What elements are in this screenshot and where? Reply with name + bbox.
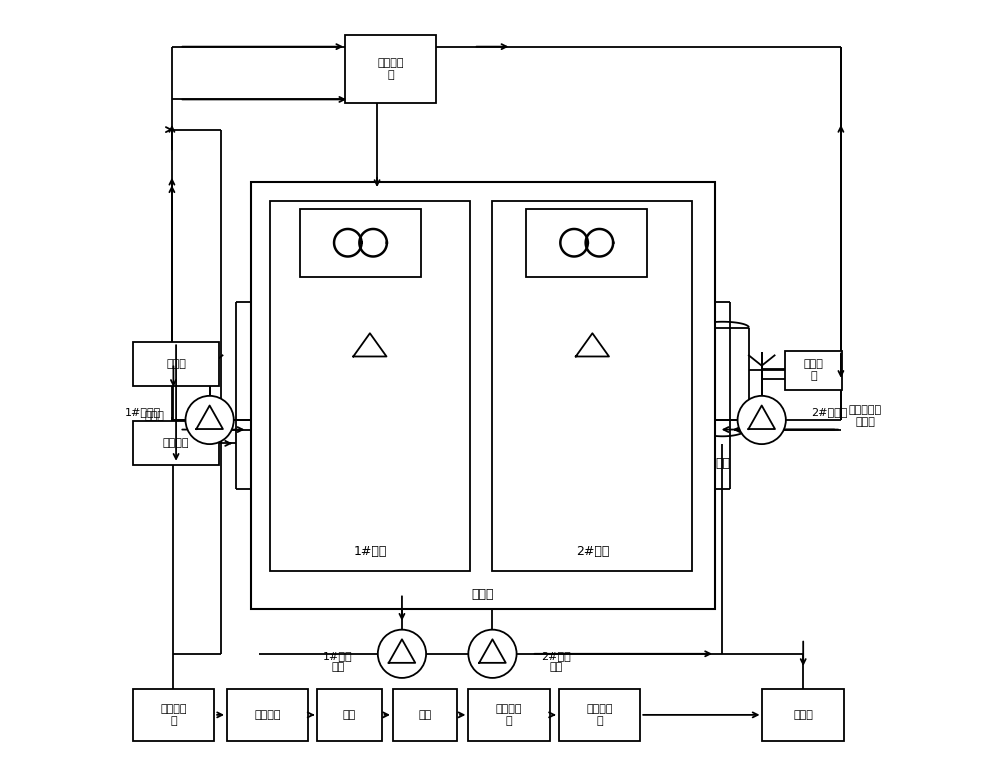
Bar xyxy=(317,689,382,740)
Text: 1#喷淋泵: 1#喷淋泵 xyxy=(124,407,161,417)
Bar xyxy=(133,422,219,466)
Bar xyxy=(468,689,550,740)
Bar xyxy=(251,182,715,609)
Text: 软化水: 软化水 xyxy=(144,411,164,421)
Text: 冷却塔: 冷却塔 xyxy=(472,588,494,602)
Text: 软化装置: 软化装置 xyxy=(254,710,281,720)
Bar xyxy=(270,201,470,571)
Text: 电加热
器: 电加热 器 xyxy=(803,360,823,381)
Bar xyxy=(227,689,308,740)
Text: 2#喷淋泵: 2#喷淋泵 xyxy=(811,407,847,417)
Circle shape xyxy=(738,396,786,444)
Text: 2#盘管: 2#盘管 xyxy=(576,546,609,559)
Text: 2#内循
环泵: 2#内循 环泵 xyxy=(541,650,571,672)
Bar xyxy=(492,201,692,571)
Bar xyxy=(559,689,640,740)
Bar xyxy=(393,689,457,740)
Text: 机械过滤
器: 机械过滤 器 xyxy=(586,704,613,726)
Bar xyxy=(300,209,421,276)
Bar xyxy=(345,36,436,103)
Text: 内循环回
路: 内循环回 路 xyxy=(377,58,404,80)
Bar xyxy=(133,342,219,386)
Bar xyxy=(785,350,842,390)
Text: 水箱: 水箱 xyxy=(715,457,730,470)
Text: 碳滤: 碳滤 xyxy=(343,710,356,720)
Text: 水力清装
置: 水力清装 置 xyxy=(496,704,522,726)
Text: 砂滤: 砂滤 xyxy=(418,710,432,720)
Text: 1#盘管: 1#盘管 xyxy=(353,546,387,559)
Bar xyxy=(762,689,844,740)
Text: 1#内循
环泵: 1#内循 环泵 xyxy=(323,650,353,672)
Text: 增压泵: 增压泵 xyxy=(166,359,186,369)
Text: 原水泵: 原水泵 xyxy=(793,710,813,720)
Text: 纳滤装置: 纳滤装置 xyxy=(163,438,189,448)
Bar xyxy=(526,209,647,276)
Text: 精密过滤
器: 精密过滤 器 xyxy=(160,704,187,726)
Circle shape xyxy=(378,630,426,678)
Circle shape xyxy=(185,396,234,444)
Text: 现场冷却塔
喷淋水: 现场冷却塔 喷淋水 xyxy=(848,405,882,427)
Bar xyxy=(133,689,214,740)
Circle shape xyxy=(468,630,517,678)
